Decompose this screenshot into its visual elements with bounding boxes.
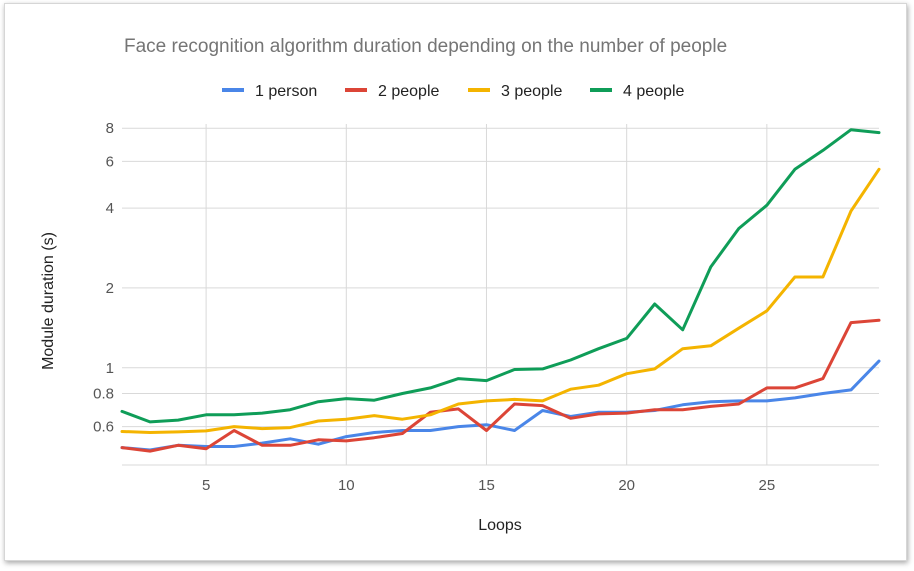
legend-item-3-people: 3 people — [468, 83, 562, 100]
y-tick-label: 0.8 — [93, 385, 114, 402]
legend-item-1-person: 1 person — [222, 83, 317, 100]
legend-item-2-people: 2 people — [345, 83, 439, 100]
legend-item-4-people: 4 people — [590, 83, 684, 100]
legend-label: 4 people — [623, 83, 684, 100]
x-axis-ticks: 5 10 15 20 25 — [202, 477, 775, 494]
series-line-4-people — [120, 128, 881, 424]
series-line-3-people — [120, 167, 881, 434]
legend-label: 2 people — [378, 83, 439, 100]
x-axis-label: Loops — [478, 517, 522, 534]
y-tick-label: 0.6 — [93, 419, 114, 436]
chart-card — [4, 3, 907, 561]
y-axis-label: Module duration (s) — [40, 232, 57, 370]
chart-title: Face recognition algorithm duration depe… — [124, 36, 727, 57]
x-tick-label: 10 — [338, 477, 355, 494]
x-tick-label: 25 — [759, 477, 776, 494]
y-tick-label: 2 — [106, 280, 114, 297]
y-tick-label: 4 — [106, 200, 114, 217]
y-tick-label: 8 — [106, 120, 114, 137]
series-line-2-people — [120, 318, 881, 453]
y-tick-label: 1 — [106, 360, 114, 377]
series-line-1-person — [120, 359, 881, 452]
x-tick-label: 15 — [478, 477, 495, 494]
legend: 1 person 2 people 3 people 4 people — [222, 83, 684, 100]
legend-label: 3 people — [501, 83, 562, 100]
y-axis-ticks: 0.6 0.8 1 2 4 6 8 — [93, 120, 114, 435]
legend-label: 1 person — [255, 83, 317, 100]
gridlines — [122, 124, 879, 466]
x-tick-label: 20 — [618, 477, 635, 494]
x-tick-label: 5 — [202, 477, 210, 494]
series-lines — [120, 128, 881, 453]
y-tick-label: 6 — [106, 153, 114, 170]
